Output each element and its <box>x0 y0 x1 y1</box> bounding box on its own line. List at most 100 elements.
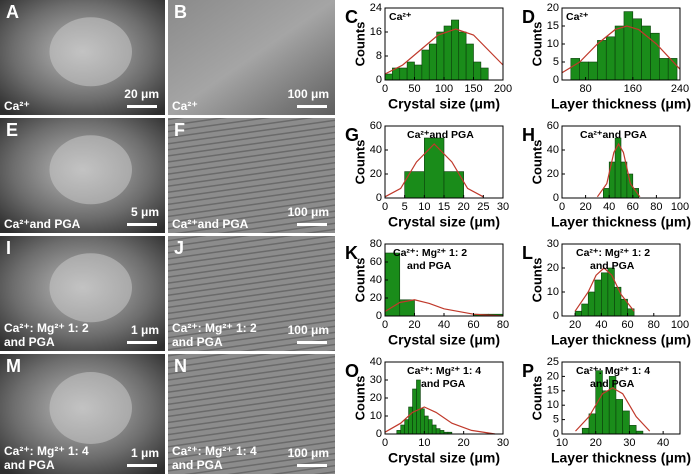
scale-label: 1 μm <box>131 446 159 460</box>
panel-letter: H <box>522 125 535 145</box>
y-axis-label: Counts <box>352 140 367 185</box>
bar <box>588 413 597 435</box>
sem-images: A Ca²⁺ 20 μm B Ca²⁺ 100 μm E Ca²⁺and PGA 5 μm F Ca… <box>0 0 335 474</box>
bar <box>416 379 421 435</box>
y-tick-label: 16 <box>370 26 382 38</box>
bar <box>424 137 445 199</box>
x-tick-label: 20 <box>579 201 591 213</box>
panel-letter: N <box>174 356 187 376</box>
particle <box>49 372 132 444</box>
x-tick-label: 60 <box>621 319 633 331</box>
bar <box>480 67 489 81</box>
x-tick-label: 0 <box>382 319 388 331</box>
image-caption: Ca²⁺ <box>4 99 30 113</box>
fit-curve <box>575 387 651 432</box>
annotation: Ca²⁺and PGA <box>580 129 647 141</box>
bar <box>443 171 464 199</box>
x-tick-label: 150 <box>464 83 482 95</box>
y-tick-label: 0 <box>376 310 382 322</box>
panel-letter: L <box>522 243 533 263</box>
bar <box>581 303 589 317</box>
panel-letter: A <box>6 2 19 22</box>
x-tick-label: 80 <box>648 319 660 331</box>
bar <box>465 43 474 81</box>
bar <box>602 188 610 199</box>
bar <box>620 161 628 199</box>
panel-letter: M <box>6 356 21 376</box>
y-tick-label: 15 <box>547 20 559 32</box>
bar <box>384 73 393 81</box>
x-axis-label: Crystal size (μm) <box>388 214 500 230</box>
annotation: Ca²⁺: Mg²⁺ 1: 2 <box>576 247 650 259</box>
panel-letter: D <box>522 7 535 27</box>
x-tick-label: 80 <box>650 201 662 213</box>
x-tick-label: 0 <box>382 437 388 449</box>
annotation: and PGA <box>590 378 635 390</box>
bar <box>614 25 625 81</box>
x-tick-label: 30 <box>623 437 635 449</box>
scale-label: 100 μm <box>288 446 329 460</box>
scale-bar <box>127 105 157 108</box>
bar <box>641 25 651 81</box>
bar <box>659 58 669 81</box>
image-caption: and PGA <box>172 335 223 349</box>
image-caption: Ca²⁺: Mg²⁺ 1: 4 <box>4 444 89 458</box>
y-tick-label: 10 <box>547 286 559 298</box>
x-axis-label: Crystal size (μm) <box>388 450 500 466</box>
fit-curve <box>384 28 504 75</box>
y-tick-label: 60 <box>370 256 382 268</box>
image-caption: Ca²⁺and PGA <box>4 217 81 231</box>
y-tick-label: 20 <box>547 370 559 382</box>
y-tick-label: 0 <box>553 74 559 86</box>
x-tick-label: 30 <box>497 201 509 213</box>
bar <box>427 419 433 435</box>
bar <box>579 61 589 81</box>
y-tick-label: 0 <box>376 74 382 86</box>
x-tick-label: 60 <box>627 201 639 213</box>
x-tick-label: 80 <box>497 319 509 331</box>
plot-frame <box>561 361 681 435</box>
x-tick-label: 20 <box>458 201 470 213</box>
bar <box>574 310 582 317</box>
x-tick-label: 10 <box>418 437 430 449</box>
x-tick-label: 20 <box>569 319 581 331</box>
x-tick-label: 15 <box>438 201 450 213</box>
x-tick-label: 10 <box>556 437 568 449</box>
bar <box>581 427 590 435</box>
y-tick-label: 0 <box>553 192 559 204</box>
bar <box>629 425 637 435</box>
x-tick-label: 60 <box>467 319 479 331</box>
x-axis-label: Crystal size (μm) <box>388 332 500 348</box>
x-tick-label: 40 <box>595 319 607 331</box>
bar <box>588 61 598 81</box>
y-tick-label: 5 <box>553 414 559 426</box>
fit-curve <box>561 25 681 74</box>
y-tick-label: 20 <box>370 392 382 404</box>
scale-bar <box>297 223 327 226</box>
x-tick-label: 240 <box>671 83 689 95</box>
bar <box>622 410 630 435</box>
bar <box>597 40 607 81</box>
image-caption: Ca²⁺: Mg²⁺ 1: 2 <box>172 321 257 335</box>
scale-bar <box>127 341 157 344</box>
x-tick-label: 50 <box>408 83 420 95</box>
annotation: Ca²⁺: Mg²⁺ 1: 4 <box>576 365 650 377</box>
plot-frame <box>561 243 681 317</box>
bar <box>587 291 596 317</box>
scale-label: 1 μm <box>131 323 159 337</box>
bar <box>400 424 405 435</box>
y-tick-label: 0 <box>376 192 382 204</box>
x-axis-label: Layer thickness (μm) <box>551 332 691 348</box>
panel-letter: K <box>345 243 358 263</box>
y-tick-label: 20 <box>547 2 559 14</box>
bar <box>431 424 437 435</box>
bar <box>435 428 441 435</box>
x-tick-label: 200 <box>494 83 512 95</box>
panel-letter: B <box>174 2 187 22</box>
x-tick-label: 25 <box>477 201 489 213</box>
scale-label: 100 μm <box>288 87 329 101</box>
particle <box>49 17 132 87</box>
bar <box>421 49 430 81</box>
x-axis-label: Layer thickness (μm) <box>551 214 691 230</box>
